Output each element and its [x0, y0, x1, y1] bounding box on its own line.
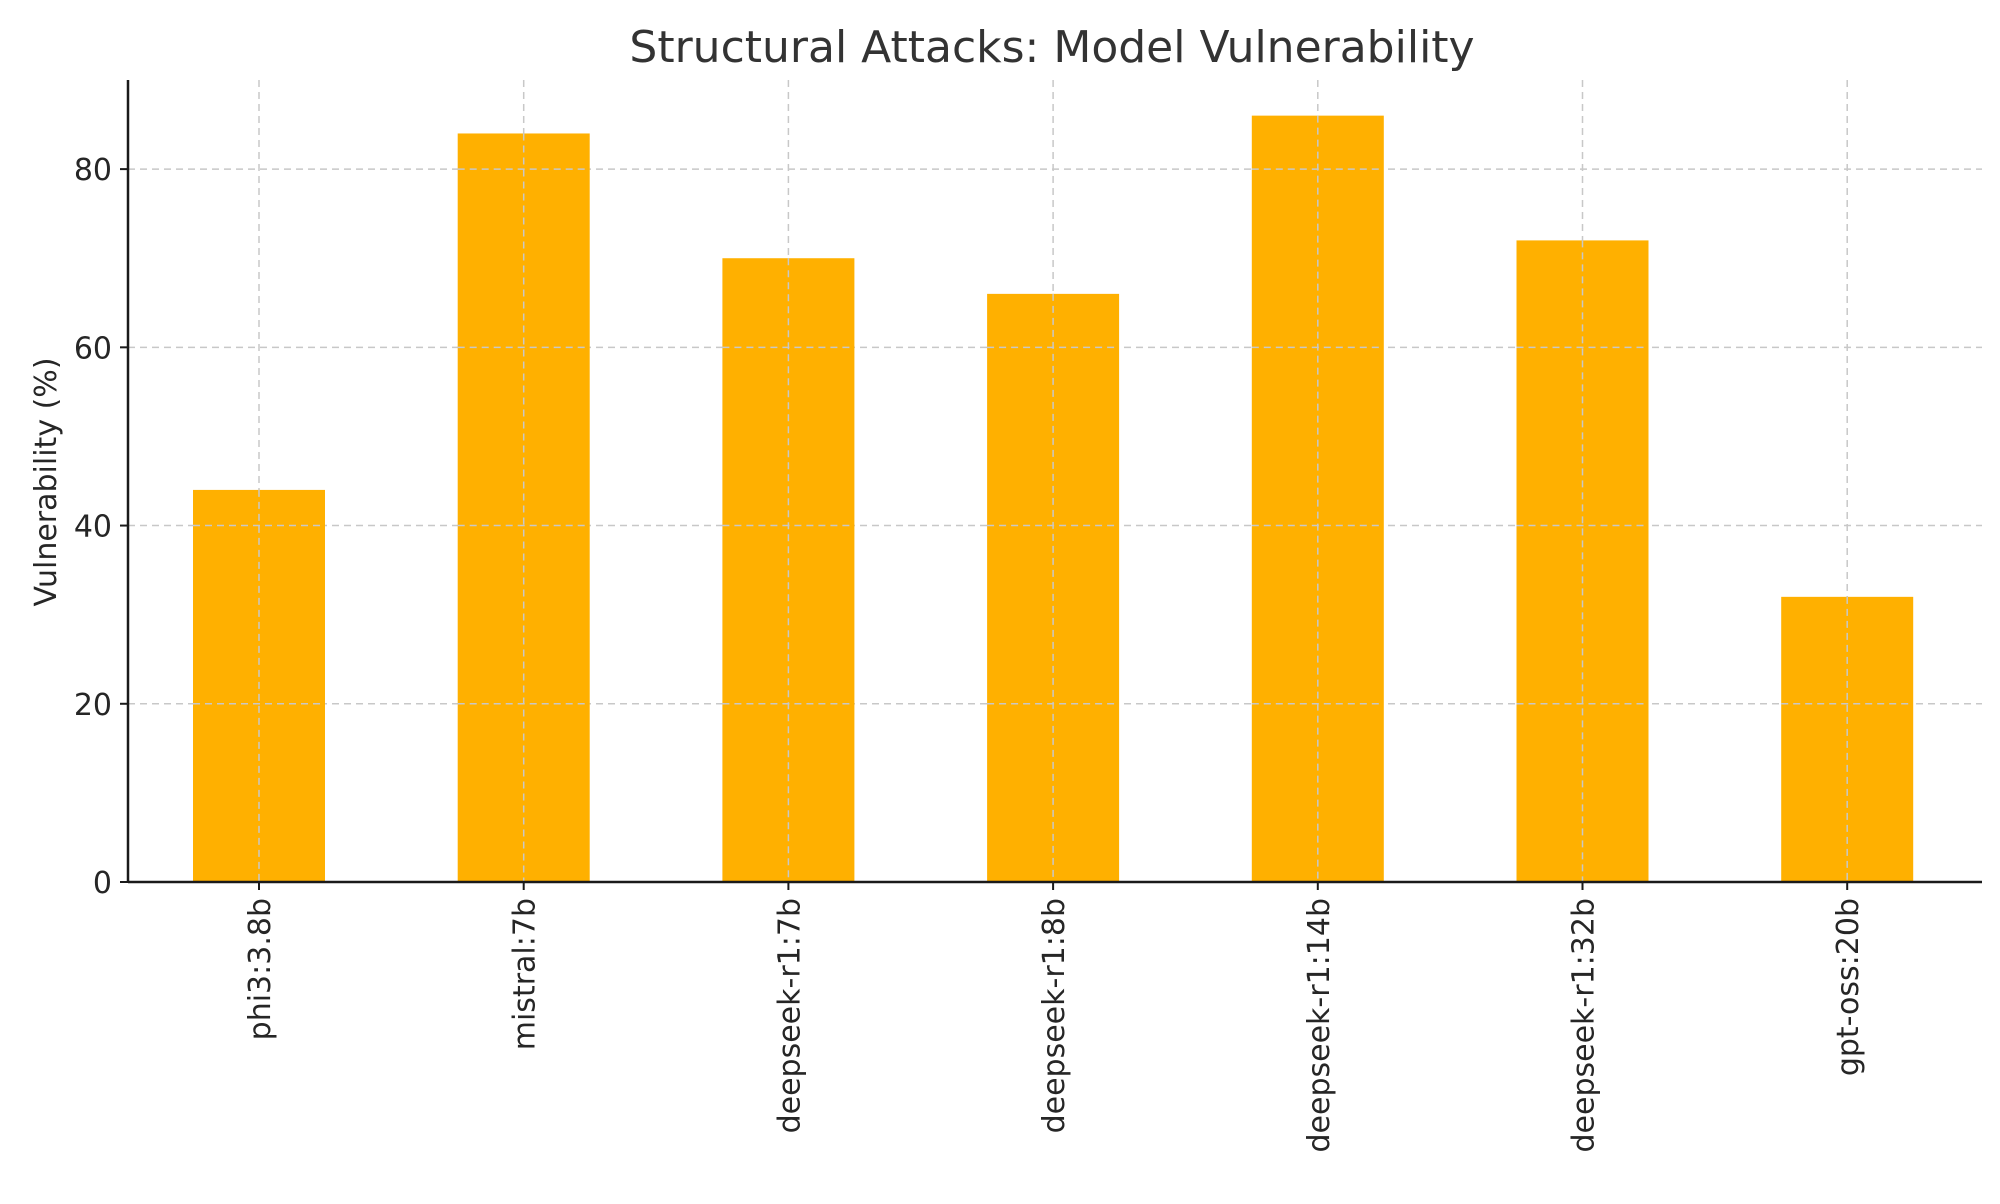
axes-layer	[126, 80, 1982, 884]
x-tick-label: gpt-oss:20b	[1831, 898, 1866, 1076]
x-tick-label: mistral:7b	[508, 898, 543, 1050]
y-tick-label: 0	[93, 866, 112, 901]
bars-layer	[193, 115, 1914, 882]
y-tick-label: 20	[74, 688, 112, 723]
y-tick-label: 40	[74, 510, 112, 545]
y-tick-label: 60	[74, 331, 112, 366]
bar-gpt-oss-20b	[1781, 596, 1914, 882]
chart-title: Structural Attacks: Model Vulnerability	[629, 22, 1474, 73]
y-axis-label: Vulnerability (%)	[29, 357, 64, 606]
x-tick-label: deepseek-r1:7b	[772, 898, 807, 1133]
ticks-layer: 0 20 40 60 80 phi3:3.8b mistral:7b deepseek-r1:…	[74, 153, 1866, 1152]
x-tick-label: deepseek-r1:32b	[1567, 898, 1602, 1153]
y-tick-label: 80	[74, 153, 112, 188]
x-tick-label: deepseek-r1:14b	[1302, 898, 1337, 1153]
x-tick-label: deepseek-r1:8b	[1037, 898, 1072, 1133]
x-tick-label: phi3:3.8b	[243, 898, 278, 1040]
